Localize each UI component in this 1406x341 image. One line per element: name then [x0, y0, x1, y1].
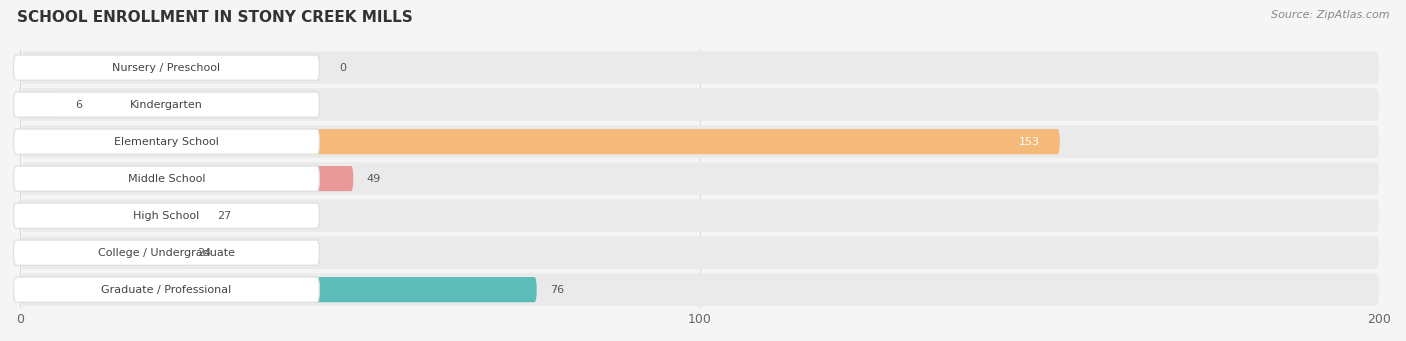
Text: Kindergarten: Kindergarten: [131, 100, 202, 109]
Text: Elementary School: Elementary School: [114, 137, 219, 147]
FancyBboxPatch shape: [14, 129, 319, 154]
FancyBboxPatch shape: [21, 277, 537, 302]
FancyBboxPatch shape: [14, 55, 319, 80]
Text: College / Undergraduate: College / Undergraduate: [98, 248, 235, 258]
Text: Graduate / Professional: Graduate / Professional: [101, 285, 232, 295]
Text: High School: High School: [134, 211, 200, 221]
FancyBboxPatch shape: [21, 51, 1379, 84]
FancyBboxPatch shape: [21, 92, 62, 117]
Text: SCHOOL ENROLLMENT IN STONY CREEK MILLS: SCHOOL ENROLLMENT IN STONY CREEK MILLS: [17, 10, 412, 25]
FancyBboxPatch shape: [21, 162, 1379, 195]
FancyBboxPatch shape: [14, 203, 319, 228]
FancyBboxPatch shape: [21, 240, 183, 265]
FancyBboxPatch shape: [14, 92, 319, 117]
Text: Nursery / Preschool: Nursery / Preschool: [112, 63, 221, 73]
Text: 6: 6: [75, 100, 82, 109]
FancyBboxPatch shape: [14, 240, 319, 265]
FancyBboxPatch shape: [21, 203, 204, 228]
FancyBboxPatch shape: [14, 277, 319, 302]
Text: 0: 0: [340, 63, 347, 73]
FancyBboxPatch shape: [21, 199, 1379, 232]
Text: 24: 24: [197, 248, 211, 258]
Text: Middle School: Middle School: [128, 174, 205, 183]
FancyBboxPatch shape: [21, 166, 353, 191]
FancyBboxPatch shape: [21, 88, 1379, 121]
Text: 27: 27: [218, 211, 232, 221]
Text: 49: 49: [367, 174, 381, 183]
FancyBboxPatch shape: [21, 236, 1379, 269]
FancyBboxPatch shape: [21, 129, 1060, 154]
Text: Source: ZipAtlas.com: Source: ZipAtlas.com: [1271, 10, 1389, 20]
Text: 153: 153: [1018, 137, 1039, 147]
FancyBboxPatch shape: [21, 273, 1379, 306]
Text: 76: 76: [550, 285, 564, 295]
FancyBboxPatch shape: [14, 166, 319, 191]
FancyBboxPatch shape: [21, 125, 1379, 158]
